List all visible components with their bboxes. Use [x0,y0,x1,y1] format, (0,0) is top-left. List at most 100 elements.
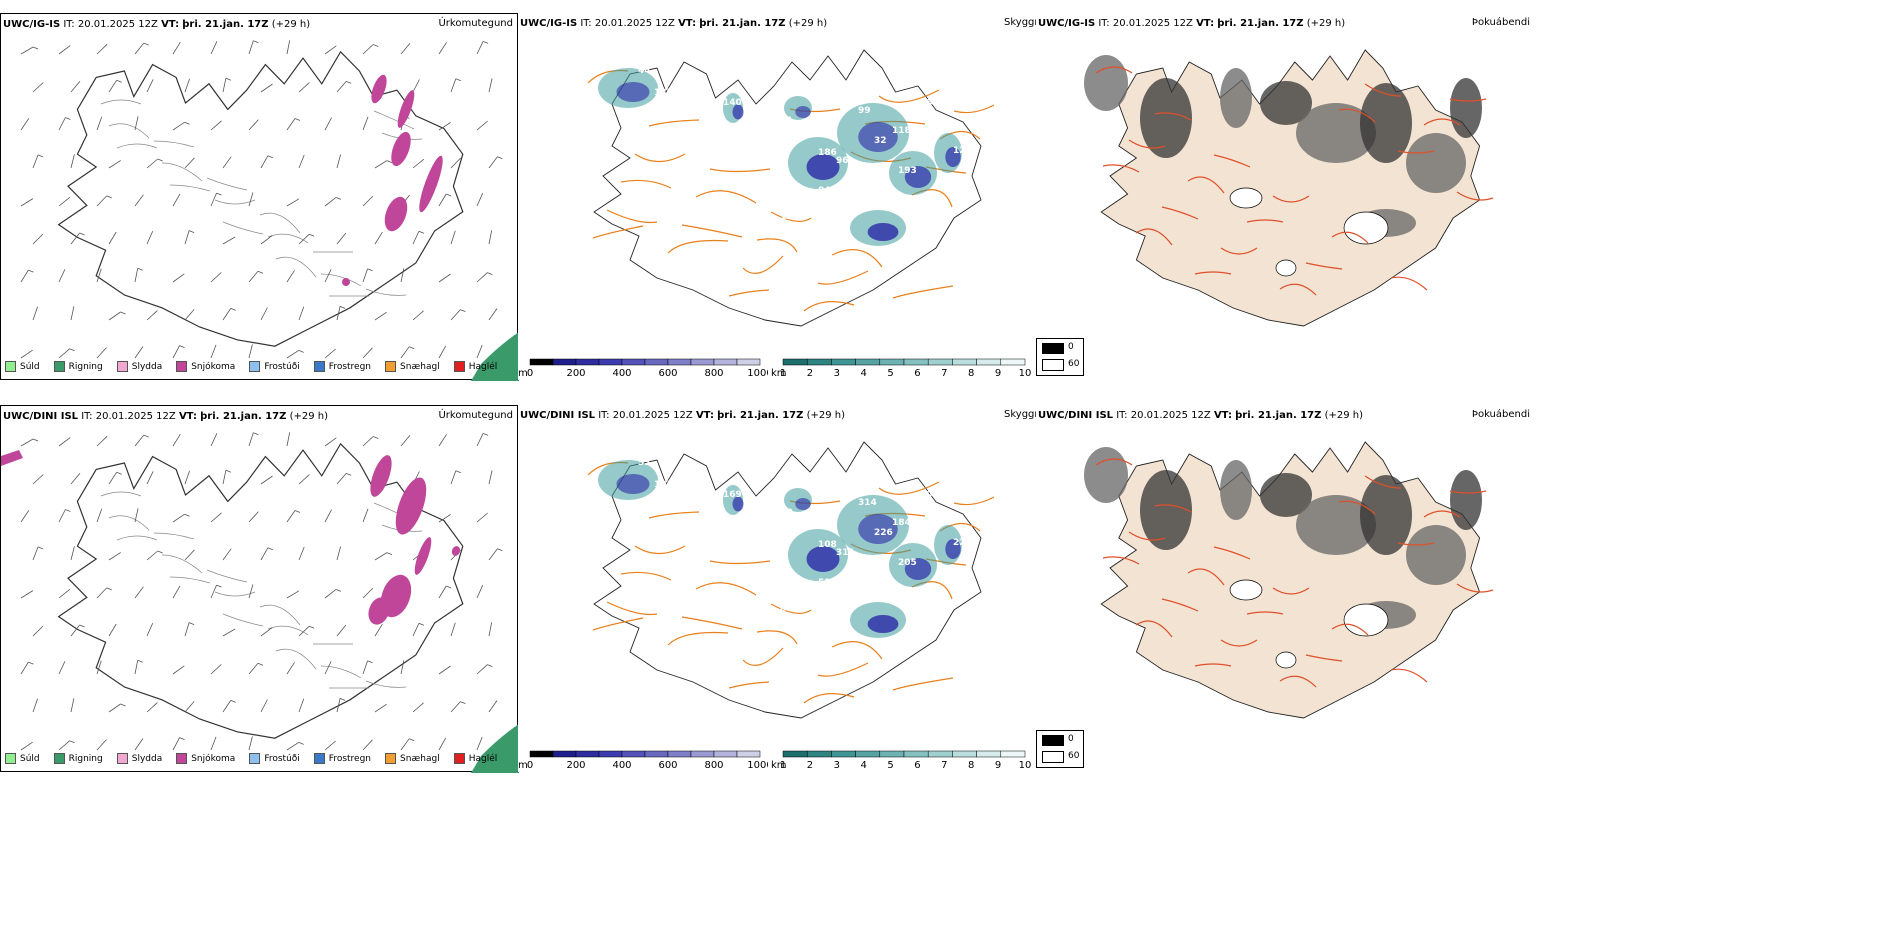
colorbar-segment [644,750,669,758]
wind-barb [184,78,190,93]
river-line [161,162,203,182]
road-line [1128,531,1166,541]
river-line [365,680,407,688]
wind-barb [96,587,107,599]
ceiling-colorbar-svg: m0 200 400 600 800 1000 [518,358,768,379]
wind-barb-flag [137,659,143,663]
road-line [1331,623,1369,636]
wind-barb [248,119,259,131]
ceiling-area [867,223,899,241]
wind-barb-flag [367,268,373,272]
wind-barb [172,193,181,207]
wind-barb [172,273,185,283]
ceiling-value-label: 140 [723,98,742,108]
road-line [892,677,954,691]
wind-barb [184,157,195,169]
wind-barb-flag [460,309,466,312]
wind-barb [20,510,30,523]
colorbar-segment [621,750,646,758]
wind-barb [336,473,347,485]
wind-barb [70,306,75,321]
wind-barb [476,664,488,675]
ceiling-value-label: 88 [780,604,793,614]
colorbar-tick-label: 800 [704,760,723,771]
road-line [1397,542,1435,546]
legend-swatch [5,753,16,764]
legend-swatch [116,753,128,764]
fog-area [1260,473,1312,517]
road-line [1213,546,1251,560]
wind-barb-flag [487,664,493,667]
wind-barb [96,195,107,207]
river-line [320,665,362,679]
wind-barb-flag [225,77,232,81]
wind-barb [184,309,195,321]
fog-area [1450,78,1482,138]
rain-area [471,332,519,381]
road-line [634,153,686,163]
wind-barb [488,470,493,485]
river-line [169,576,211,584]
fog-key: 0 60 [1036,730,1084,768]
panel-title: Þokuábendi [1471,409,1530,420]
wind-barb [286,270,295,283]
wind-barb [412,158,425,169]
fog-area [1084,447,1128,503]
legend-item: Frostregn [313,361,371,372]
wind-barb-flag [28,661,34,665]
colorbar-tick-label: 2 [807,368,813,379]
colorbar-tick-label: 6 [914,760,920,771]
road-line [770,211,812,222]
colorbar-tick-label: 5 [887,368,893,379]
wind-barb [184,230,190,245]
wind-barb [476,736,483,751]
precip-legend: Súld Rigning Slydda Snjókoma Frostúði Frostre… [5,753,511,764]
wind-barb [438,665,451,675]
road-line [695,582,757,596]
wind-barb [374,160,388,169]
wind-barb [324,661,332,675]
legend-item: Súld [5,361,40,372]
river-line [116,535,158,541]
wind-barb [260,547,269,561]
wind-barb [248,344,253,359]
colorbar-segment [552,750,577,758]
wind-barb [362,587,374,599]
fog-area [1140,78,1192,158]
road-line [1456,191,1494,201]
snow-area [395,477,427,535]
road-line [1305,262,1343,270]
fog-area [1140,470,1192,550]
road-line [1449,490,1487,494]
colorbar-segment [667,358,692,366]
wind-barb [260,307,268,321]
wind-barb [222,628,236,637]
road-line [1102,556,1140,565]
wind-barb [336,154,341,169]
colorbar-tick-label: 9 [995,368,1001,379]
ceiling-value-label: 100 [774,508,793,518]
river-line [222,613,264,627]
colorbar-tick-label: 3 [834,368,840,379]
colorbar-segment [713,750,738,758]
road-line [1187,568,1225,586]
wind-barb [324,437,337,447]
ceiling-value-label: 32 [874,136,887,146]
wind-barb-flag [482,433,489,436]
colorbar-segment [575,750,600,758]
legend-item: Haglél [453,361,497,372]
road-line [756,630,798,645]
wind-barb-flag [179,345,185,348]
ceiling-area [616,82,650,102]
wind-barb [438,585,447,599]
wind-barb [20,741,33,751]
legend-label: Súld [20,361,40,372]
legend-item: Rigning [53,361,103,372]
wind-barb [108,311,121,321]
wind-barb-flag [373,44,379,47]
wind-barb [336,624,347,637]
wind-barb [58,588,71,599]
wind-barb [438,273,451,283]
wind-barb-flag [230,308,236,311]
fog-area [1220,460,1252,520]
